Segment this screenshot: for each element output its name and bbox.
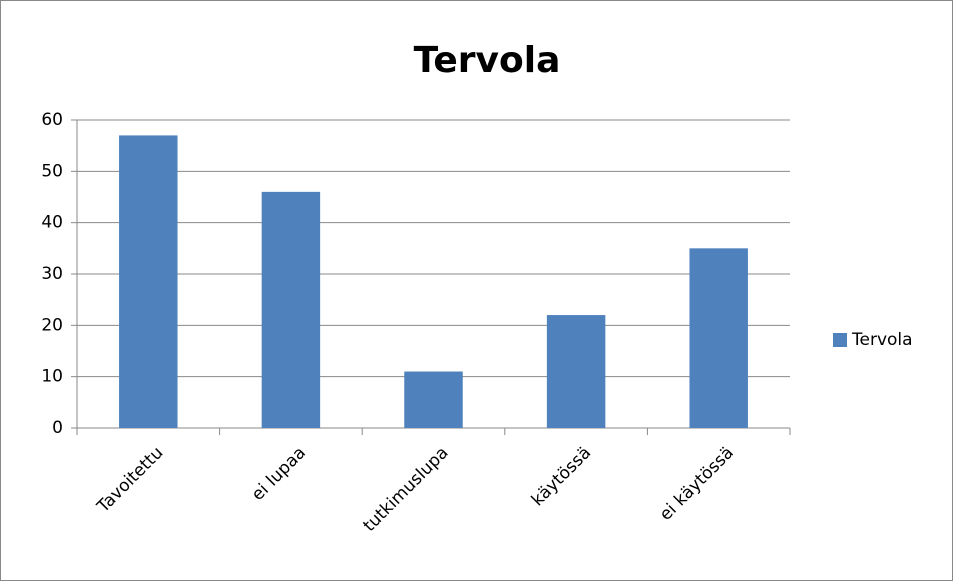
y-tick-label: 40 xyxy=(41,213,63,233)
y-tick-label: 0 xyxy=(52,418,63,438)
y-tick-label: 60 xyxy=(41,110,63,130)
bar xyxy=(689,248,748,428)
bar xyxy=(119,135,178,428)
bar xyxy=(261,191,321,428)
y-tick-label: 30 xyxy=(41,264,63,284)
y-tick-label: 20 xyxy=(41,315,63,335)
y-tick-label: 50 xyxy=(41,161,63,181)
y-tick-label: 10 xyxy=(41,367,63,387)
legend-label: Tervola xyxy=(851,330,913,350)
chart-title: Tervola xyxy=(414,40,561,81)
bar xyxy=(404,371,463,428)
legend-swatch xyxy=(833,333,847,347)
bar xyxy=(546,315,606,428)
